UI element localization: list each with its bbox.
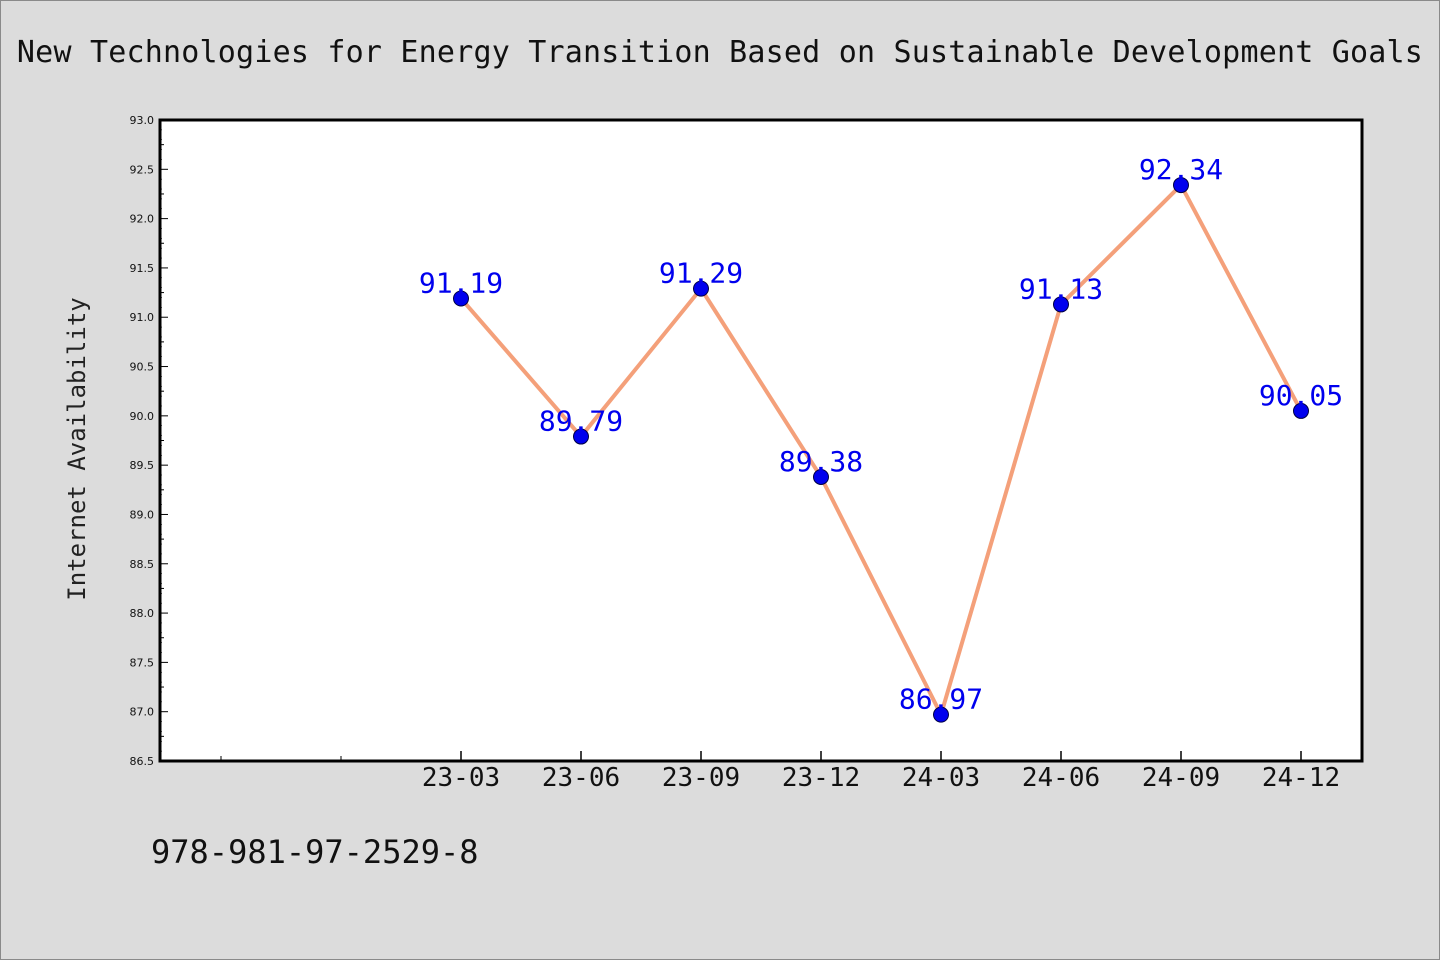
y-axis: 86.5 87.0 87.5 88.0 88.5 89.0 89.5 90.0 90.5 91.0… (130, 114, 168, 768)
data-point (453, 290, 469, 307)
y-tick-label: 88.0 (130, 607, 155, 620)
chart-title: New Technologies for Energy Transition B… (16, 35, 1424, 70)
data-label: 89.38 (779, 445, 863, 478)
data-point (813, 468, 829, 485)
x-tick-label: 24-12 (1262, 763, 1340, 793)
data-point (693, 280, 709, 297)
data-label: 86.97 (899, 683, 983, 716)
y-tick-label: 91.0 (130, 311, 155, 324)
data-label: 91.19 (419, 266, 503, 299)
data-label: 89.79 (539, 405, 623, 438)
data-label: 91.29 (659, 257, 743, 290)
series-layer: 91.19 89.79 91.29 89.38 86.97 91.13 92.34 90.05 (419, 153, 1343, 723)
series-line (459, 183, 1303, 717)
isbn-code: 978-981-97-2529-8 (151, 833, 479, 871)
y-tick-label: 92.0 (130, 213, 155, 226)
y-tick-label: 92.5 (130, 163, 155, 176)
y-tick-label: 86.5 (130, 755, 155, 768)
y-tick-label: 87.5 (130, 656, 155, 669)
y-tick-label: 90.0 (130, 410, 155, 423)
x-tick-label: 24-03 (902, 763, 980, 793)
x-tick-label: 24-09 (1142, 763, 1220, 793)
y-tick-label: 87.0 (130, 706, 155, 719)
x-tick-label: 23-12 (782, 763, 860, 793)
plot-area (160, 120, 1362, 761)
y-tick-label: 89.0 (130, 508, 155, 521)
y-tick-label: 89.5 (130, 459, 155, 472)
data-point (1293, 402, 1309, 419)
data-point (1053, 296, 1069, 313)
plot-frame (158, 118, 1364, 763)
y-tick-label: 93.0 (130, 114, 155, 127)
x-tick-label: 24-06 (1022, 763, 1100, 793)
x-tick-label: 23-09 (662, 763, 740, 793)
y-tick-label: 91.5 (130, 262, 155, 275)
data-point (1173, 177, 1189, 194)
data-label: 92.34 (1139, 153, 1223, 186)
x-tick-label: 23-03 (422, 763, 500, 793)
data-point (573, 428, 589, 445)
data-point (933, 706, 949, 723)
y-tick-label: 90.5 (130, 361, 155, 374)
y-tick-label: 88.5 (130, 558, 155, 571)
data-label: 90.05 (1259, 379, 1343, 412)
data-label: 91.13 (1019, 272, 1103, 305)
x-axis: 23-03 23-06 23-09 23-12 24-03 24-06 24-09 24-12 (220, 751, 1340, 793)
x-tick-label: 23-06 (542, 763, 620, 793)
